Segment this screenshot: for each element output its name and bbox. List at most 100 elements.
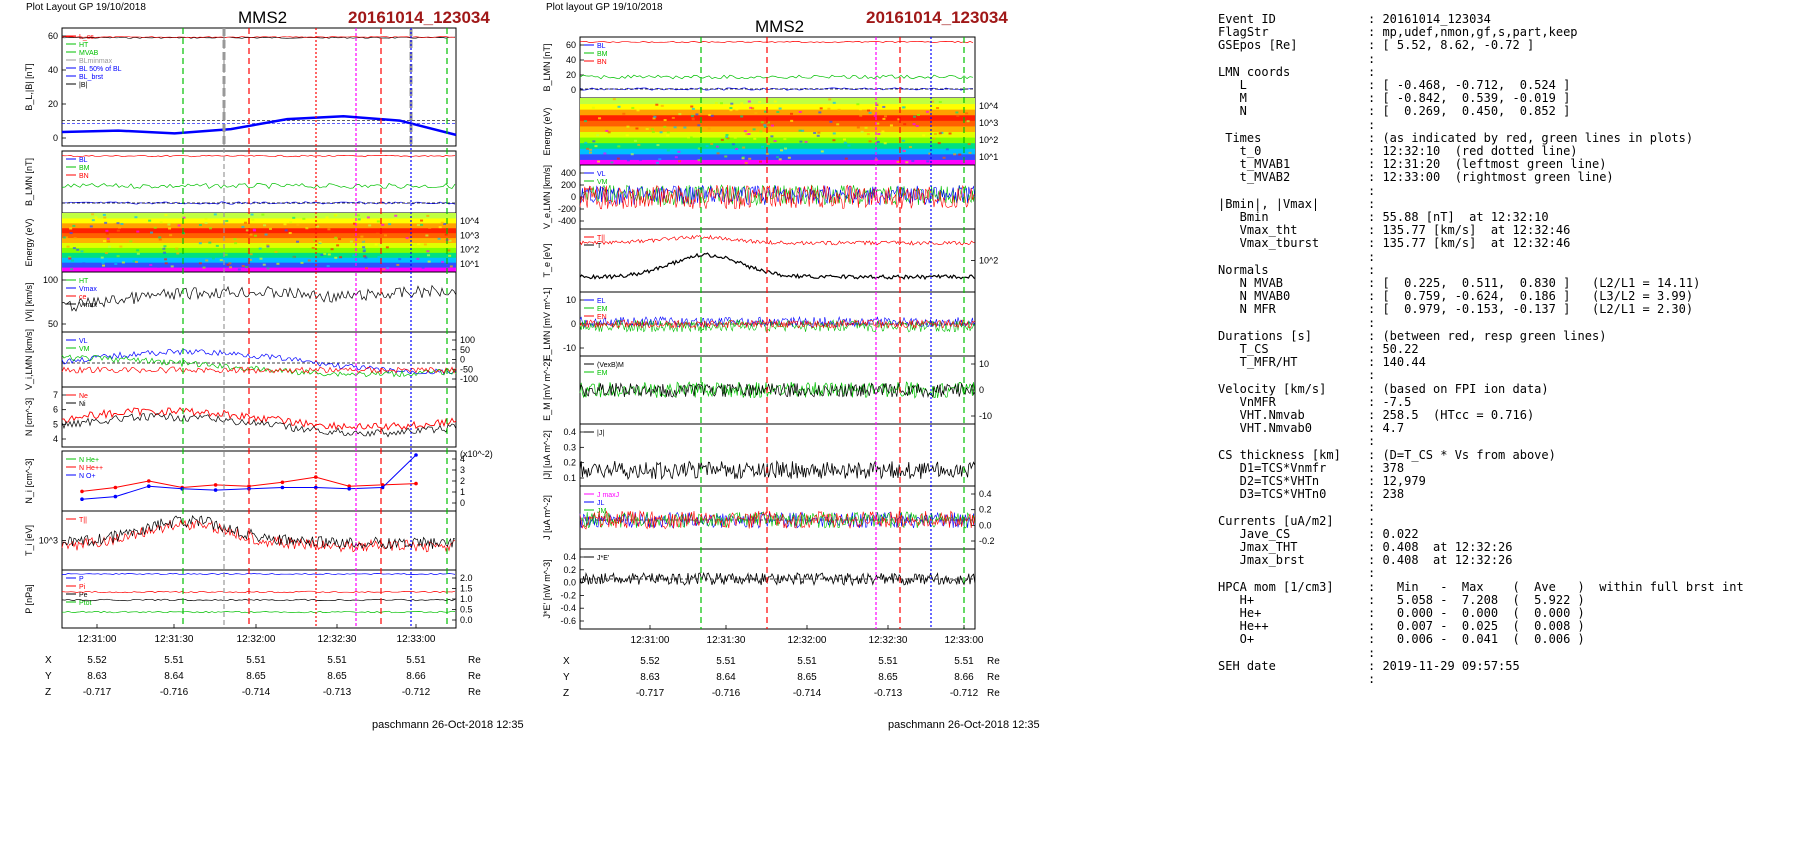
legend-entry: BN bbox=[79, 173, 89, 180]
spectrogram-pixel bbox=[971, 151, 975, 154]
spectrogram-pixel bbox=[917, 113, 921, 116]
spectrogram-pixel bbox=[864, 126, 868, 129]
spectrogram-pixel bbox=[953, 153, 957, 156]
spectrogram-pixel bbox=[813, 132, 817, 135]
y-tick-label: 7 bbox=[53, 390, 58, 400]
info-key: VHT.Nmvab bbox=[1218, 408, 1305, 422]
spectrogram-pixel bbox=[859, 114, 863, 117]
spectrogram-pixel bbox=[308, 226, 312, 229]
legend-entry: Vmax bbox=[79, 286, 97, 293]
spectrogram-pixel bbox=[753, 137, 757, 140]
spectrogram-pixel bbox=[377, 255, 381, 258]
spectrogram-pixel bbox=[107, 245, 111, 248]
spectrogram-pixel bbox=[740, 102, 744, 105]
spectrogram-pixel bbox=[778, 107, 782, 110]
series-Pe bbox=[61, 598, 456, 602]
info-value: : Min - Max ( Ave ) within full brst int bbox=[1368, 579, 1744, 594]
spectrogram-pixel bbox=[889, 124, 893, 127]
spectrogram-pixel bbox=[376, 220, 380, 223]
x-tick-label: 12:31:30 bbox=[155, 634, 194, 645]
spectrogram-band bbox=[580, 120, 975, 127]
y-axis-label: E_M [mV m^-2] bbox=[542, 359, 552, 421]
coord-value: 8.63 bbox=[640, 672, 660, 683]
legend-entry: N He++ bbox=[79, 465, 103, 472]
info-value: : 50.22 bbox=[1368, 342, 1419, 356]
panel-frame bbox=[61, 569, 457, 629]
y-axis-label: N [cm^-3] bbox=[24, 398, 34, 436]
spectrogram-pixel bbox=[945, 148, 949, 151]
left-footer: paschmann 26-Oct-2018 12:35 bbox=[372, 719, 524, 731]
legend-entry: VL bbox=[79, 338, 88, 345]
info-value: : 0.408 at 12:32:26 bbox=[1368, 553, 1513, 568]
legend-entry: T|| bbox=[597, 235, 605, 242]
legend-entry: Pe bbox=[79, 592, 88, 599]
spectrogram-pixel bbox=[790, 112, 794, 115]
spectrogram-pixel bbox=[583, 120, 587, 123]
panel-frame bbox=[61, 271, 457, 333]
spectrogram-pixel bbox=[903, 123, 907, 126]
spectrogram-pixel bbox=[674, 156, 678, 159]
spectrogram-pixel bbox=[116, 255, 120, 258]
spectrogram-pixel bbox=[690, 105, 694, 108]
spectrogram-pixel bbox=[325, 216, 329, 219]
legend-entry: JM bbox=[597, 508, 607, 515]
info-key: N MVAB0 bbox=[1218, 289, 1291, 304]
y-axis-label: T_e [eV] bbox=[542, 243, 552, 277]
spectrogram-pixel bbox=[776, 156, 780, 159]
spectrogram-pixel bbox=[134, 260, 138, 263]
spectrogram-pixel bbox=[860, 130, 864, 133]
spectrogram-pixel bbox=[651, 113, 655, 116]
info-value: : 2019-11-29 09:57:55 bbox=[1368, 658, 1520, 673]
series-VM bbox=[61, 354, 457, 378]
right-spacecraft-title: MMS2 bbox=[755, 17, 805, 36]
panel-frame bbox=[579, 228, 976, 293]
spectrogram-pixel bbox=[659, 131, 663, 134]
info-key: Event ID bbox=[1218, 12, 1276, 26]
spectrogram-pixel bbox=[603, 152, 607, 155]
series-JN bbox=[579, 510, 976, 530]
spectrogram-pixel bbox=[245, 266, 249, 269]
spectrogram-pixel bbox=[901, 139, 905, 142]
y-axis-label: E_LMN [mV m^-1] bbox=[542, 287, 552, 360]
spectrogram-pixel bbox=[749, 106, 753, 109]
spectrogram-pixel bbox=[936, 107, 940, 110]
spectrogram-pixel bbox=[313, 239, 317, 242]
info-key: Normals bbox=[1218, 262, 1269, 277]
spectrogram-pixel bbox=[234, 242, 238, 245]
spectrogram-pixel bbox=[778, 158, 782, 161]
spectrogram-pixel bbox=[283, 223, 287, 226]
spectrogram-pixel bbox=[790, 119, 794, 122]
info-value: : bbox=[1368, 368, 1376, 383]
spectrogram-pixel bbox=[938, 101, 942, 104]
spectrogram-pixel bbox=[202, 266, 206, 269]
spectrogram-pixel bbox=[116, 229, 120, 232]
spectrogram-pixel bbox=[724, 155, 728, 158]
spectrogram-band bbox=[62, 267, 456, 273]
series-P bbox=[61, 573, 456, 575]
spectrogram-pixel bbox=[854, 154, 858, 157]
spectrogram-pixel bbox=[932, 137, 936, 140]
spectrogram-pixel bbox=[956, 114, 960, 117]
series-BM bbox=[61, 183, 456, 190]
spectrogram-pixel bbox=[305, 227, 309, 230]
spectrogram-pixel bbox=[760, 145, 764, 148]
info-key: t_MVAB1 bbox=[1218, 157, 1291, 172]
spectrogram-pixel bbox=[842, 138, 846, 141]
y-tick-label: 200 bbox=[561, 180, 576, 190]
spectrogram-band bbox=[62, 213, 456, 219]
x-tick-label: 12:32:00 bbox=[237, 634, 276, 645]
spectrogram-pixel bbox=[289, 221, 293, 224]
panel-frame bbox=[61, 331, 457, 388]
y-tick-label: 10^4 bbox=[460, 216, 479, 226]
spectrogram-pixel bbox=[441, 260, 445, 263]
info-value: : 12:31:20 (leftmost green line) bbox=[1368, 157, 1607, 172]
spectrogram-pixel bbox=[318, 241, 322, 244]
y-tick-label: -400 bbox=[558, 216, 576, 226]
y-tick-label: 10^3 bbox=[39, 536, 58, 546]
series-Ptot bbox=[62, 610, 456, 614]
spectrogram-pixel bbox=[787, 156, 791, 159]
spectrogram-pixel bbox=[262, 263, 266, 266]
spectrogram-pixel bbox=[381, 223, 385, 226]
spectrogram-pixel bbox=[136, 230, 140, 233]
y-axis-label: |J| [uA m^-2] bbox=[542, 430, 552, 479]
